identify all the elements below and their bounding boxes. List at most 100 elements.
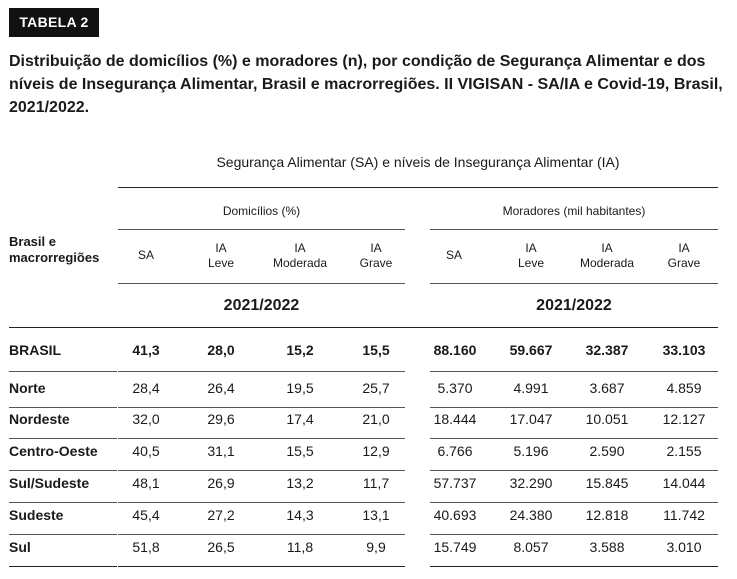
table-cell: 4.859 [666,380,702,396]
table-cell: 88.160 [433,342,477,358]
row-header-line-2: macrorregiões [9,250,100,265]
table-cell: 27,2 [207,507,235,523]
table-cell: 40,5 [132,443,160,459]
row-label: BRASIL [9,342,62,358]
year-label-domicilios: 2021/2022 [223,297,300,314]
table-cell: 12,9 [362,443,390,459]
table-cell: 26,5 [207,539,235,555]
row-separator [118,371,405,372]
table-cell: 26,4 [207,380,235,396]
row-separator [118,534,405,535]
row-separator [9,470,117,471]
table-cell: 13,2 [286,475,314,491]
table-cell: 11,7 [362,475,390,491]
table-badge: TABELA 2 [9,8,99,37]
col-header-mor-sa: SA [445,248,462,262]
table-cell: 32,0 [132,411,160,427]
table-cell: 2.155 [666,443,702,459]
rule-group-left [118,229,405,230]
group-header-moradores: Moradores (mil habitantes) [502,204,646,218]
table-cell: 17.047 [509,411,553,427]
row-label: Norte [9,380,46,396]
table-cell: 9,9 [366,539,386,555]
table-cell: 19,5 [286,380,314,396]
table-cell: 32.290 [509,475,553,491]
rule-header-bottom [9,327,718,328]
row-separator [9,534,117,535]
table-cell: 33.103 [662,342,706,358]
table-cell: 12.818 [585,507,629,523]
table-cell: 15.749 [433,539,477,555]
year-label-moradores: 2021/2022 [536,297,612,314]
table-cell: 14,3 [286,507,314,523]
table-cell: 8.057 [513,539,549,555]
col-header-dom-ia-moderada: IA Moderada [272,241,328,270]
row-separator [430,566,718,567]
table-cell: 29,6 [207,411,235,427]
rule-col-right [430,283,718,284]
table-cell: 28,0 [207,342,235,358]
rule-col-left [118,283,405,284]
table-cell: 14.044 [662,475,706,491]
table-cell: 24.380 [509,507,553,523]
table-cell: 40.693 [433,507,477,523]
table-cell: 25,7 [362,380,390,396]
col-header-dom-sa: SA [137,248,154,262]
row-separator [9,566,117,567]
table-cell: 57.737 [433,475,477,491]
row-separator [9,438,117,439]
row-separator [9,502,117,503]
row-separator [430,470,718,471]
table-cell: 45,4 [132,507,160,523]
table-cell: 2.590 [589,443,625,459]
table-cell: 6.766 [437,443,473,459]
table-cell: 5.196 [513,443,549,459]
table-cell: 15.845 [585,475,629,491]
row-separator [430,371,718,372]
table-cell: 21,0 [362,411,390,427]
table-cell: 28,4 [132,380,160,396]
row-separator [118,438,405,439]
row-label: Sul [9,539,31,555]
table-cell: 17,4 [286,411,314,427]
table-cell: 10.051 [585,411,629,427]
row-label: Nordeste [9,411,70,427]
table-cell: 5.370 [437,380,473,396]
table-cell: 12.127 [662,411,706,427]
col-header-mor-ia-leve: IA Leve [517,241,545,270]
col-header-dom-ia-grave: IA Grave [359,241,393,270]
table-cell: 3.588 [589,539,625,555]
row-separator [430,407,718,408]
row-separator [430,502,718,503]
table-cell: 3.687 [589,380,625,396]
rule-group-right [430,229,718,230]
table-cell: 41,3 [132,342,160,358]
table-title: Distribuição de domicílios (%) e morador… [9,53,723,116]
table-cell: 32.387 [585,342,629,358]
rule-top [118,187,718,188]
table-cell: 11,8 [286,539,314,555]
row-separator [118,470,405,471]
table-cell: 48,1 [132,475,160,491]
table-cell: 11.742 [663,507,705,523]
row-label: Sudeste [9,507,64,523]
row-separator [9,371,117,372]
table-cell: 26,9 [207,475,235,491]
table-cell: 15,2 [286,342,314,358]
col-header-dom-ia-leve: IA Leve [207,241,235,270]
row-label: Sul/Sudeste [9,475,90,491]
table-cell: 4.991 [513,380,549,396]
table-cell: 3.010 [666,539,702,555]
row-header-line-1: Brasil e [9,234,56,249]
row-separator [430,534,718,535]
row-separator [118,407,405,408]
table-cell: 13,1 [362,507,390,523]
col-header-mor-ia-grave: IA Grave [667,241,701,270]
col-header-mor-ia-moderada: IA Moderada [579,241,635,270]
table-cell: 59.667 [509,342,553,358]
table-cell: 51,8 [132,539,160,555]
group-header-domicilios: Domicílios (%) [222,204,301,218]
table-cell: 18.444 [433,411,477,427]
row-separator [118,502,405,503]
row-separator [9,407,117,408]
